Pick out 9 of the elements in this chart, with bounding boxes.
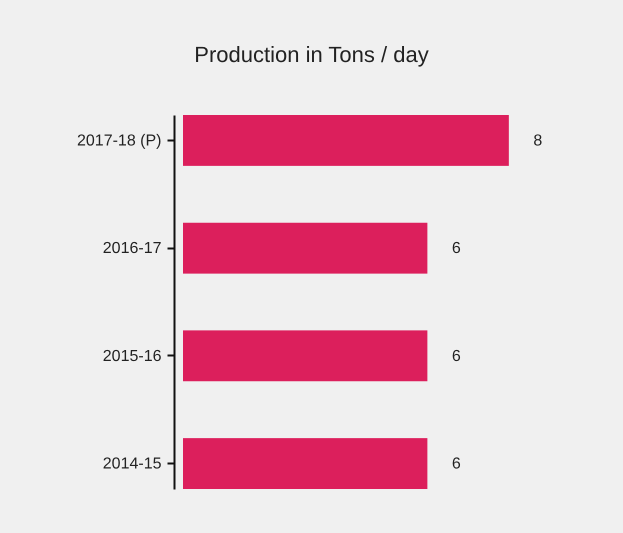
y-tick-label: 2017-18 (P) xyxy=(77,132,162,150)
y-tick-label: 2014-15 xyxy=(102,456,162,473)
data-label: 6 xyxy=(452,456,461,473)
chart-title: Production in Tons / day xyxy=(193,42,430,68)
data-label: 8 xyxy=(533,132,542,150)
y-tick-label: 2015-16 xyxy=(102,348,162,365)
y-tick-label: 2016-17 xyxy=(102,240,162,258)
data-label: 6 xyxy=(452,240,461,258)
data-label: 6 xyxy=(452,348,461,365)
